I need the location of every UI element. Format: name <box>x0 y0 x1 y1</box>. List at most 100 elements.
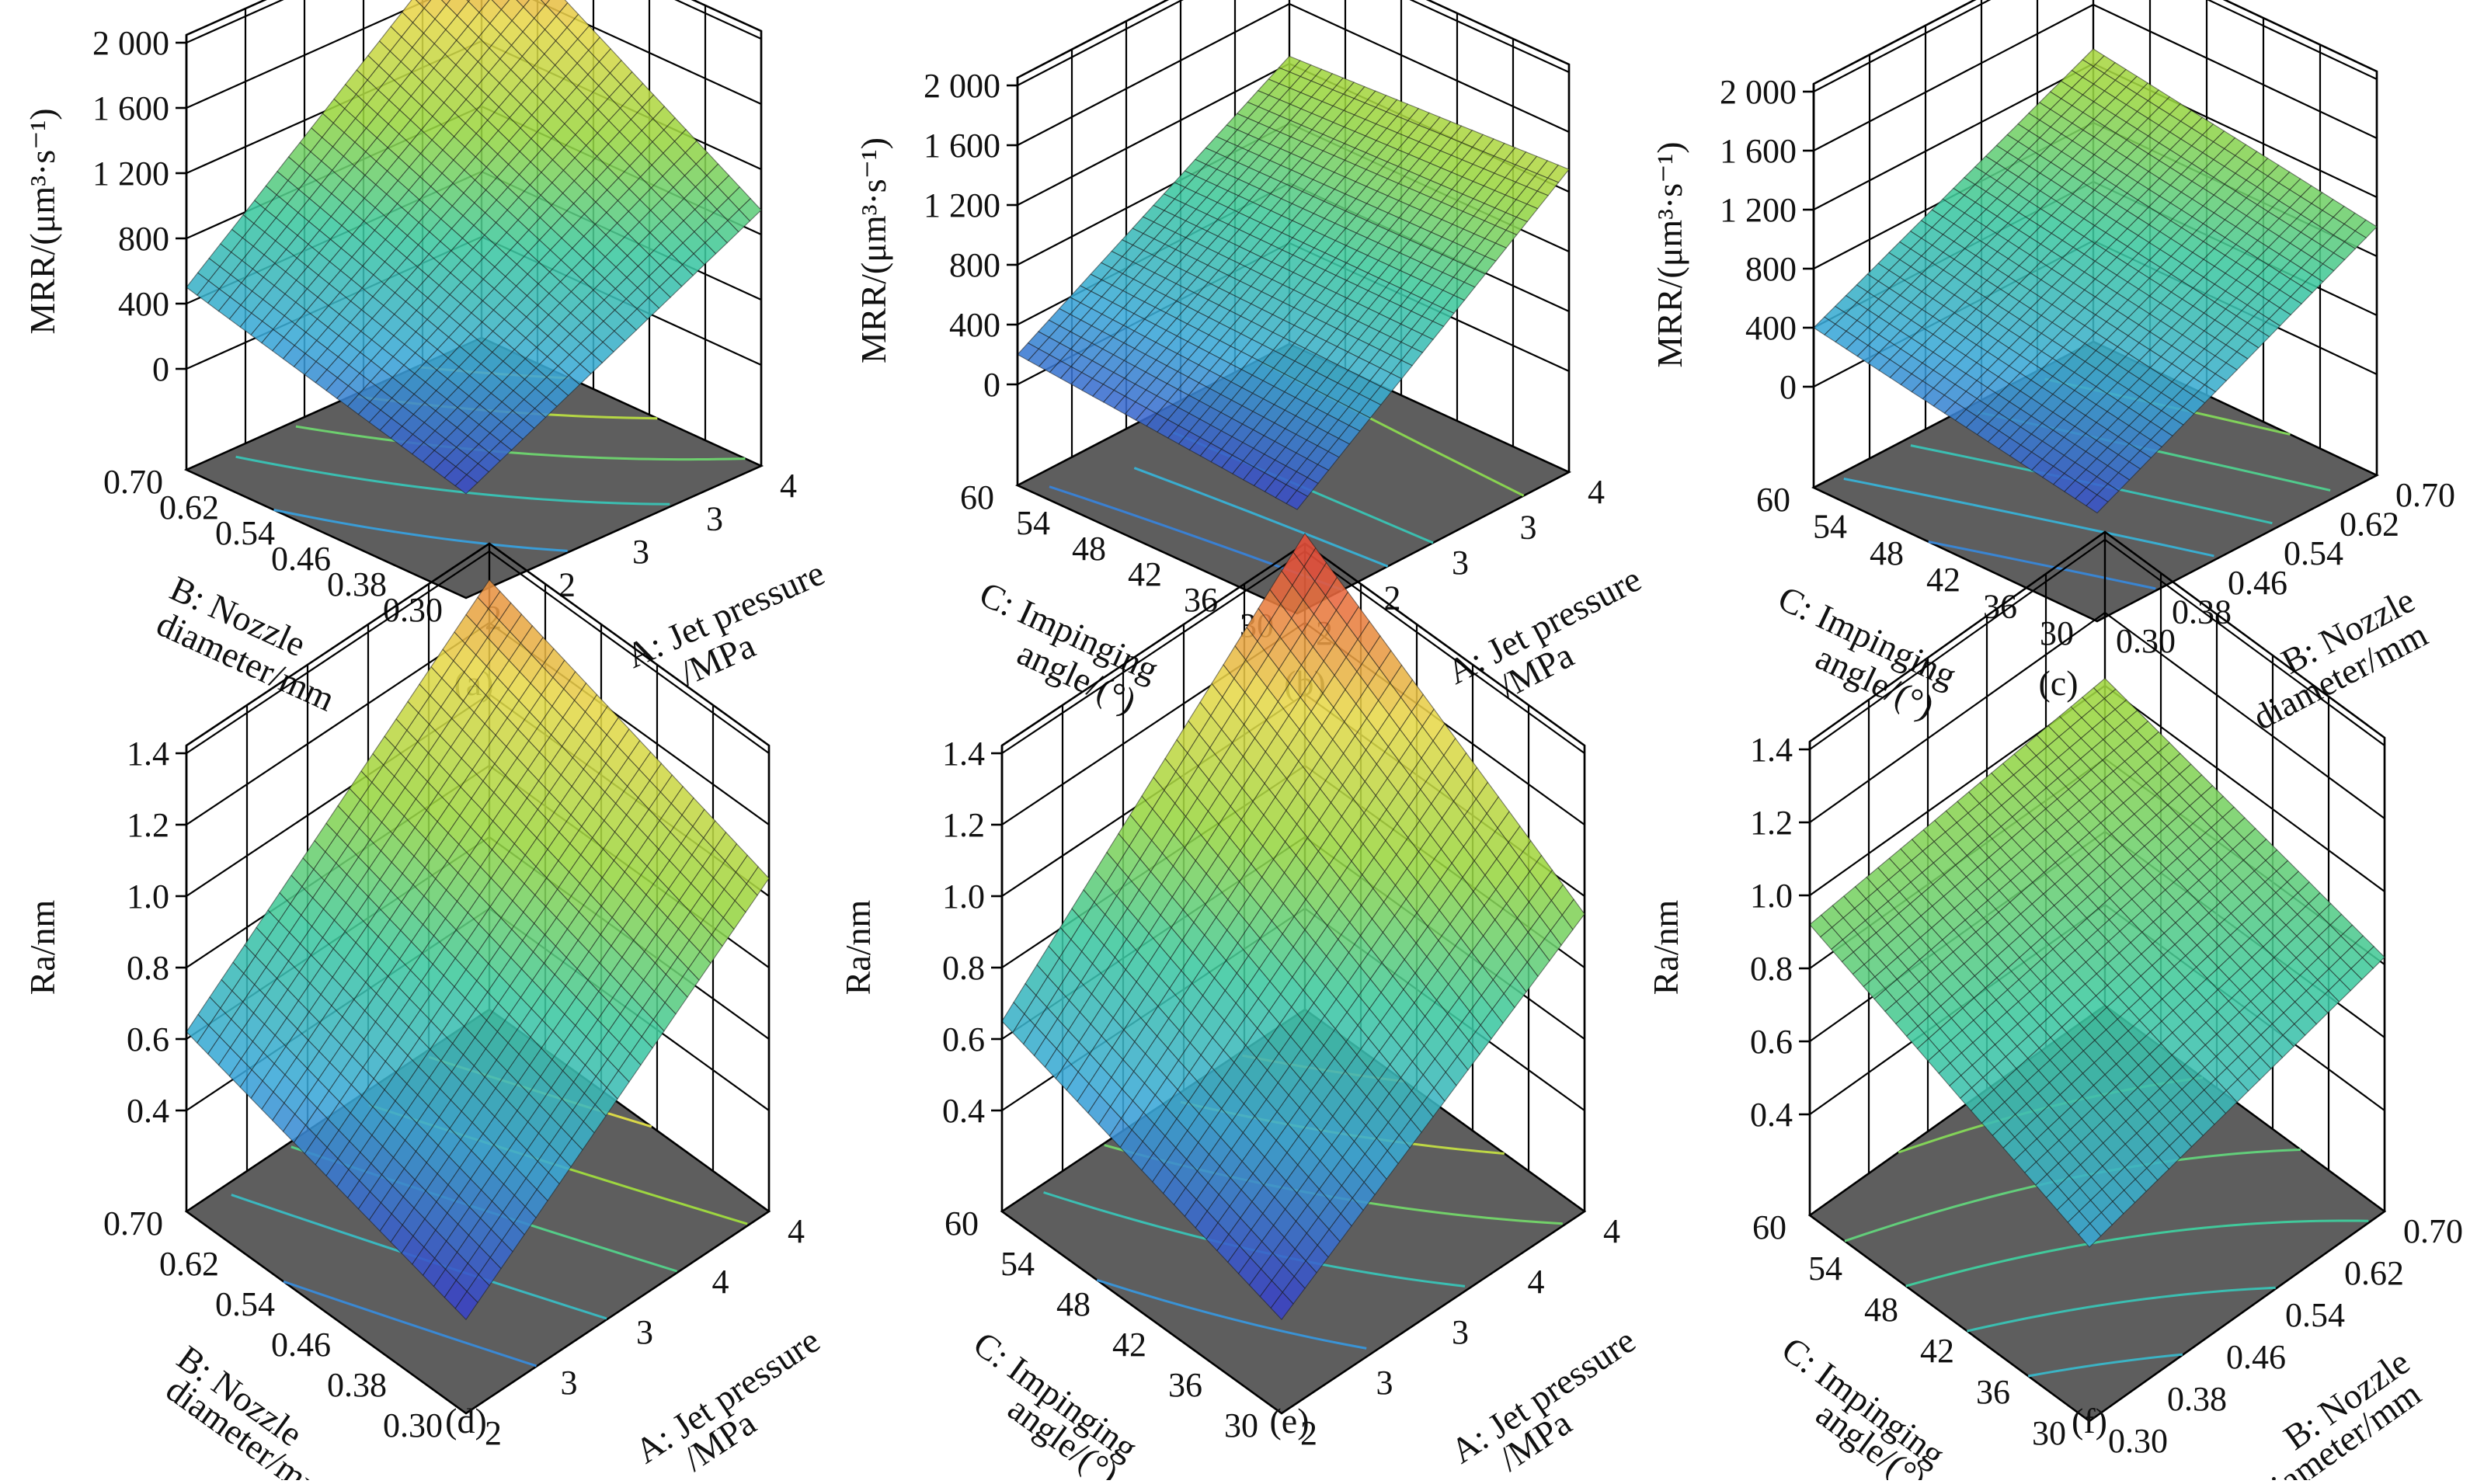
surface-cell <box>1270 1291 1294 1321</box>
surface <box>1813 48 2378 514</box>
z-tick-label: 1.2 <box>127 806 169 844</box>
z-tick-label: 0 <box>983 366 1000 404</box>
z-axis-label: MRR/(μm³·s⁻¹) <box>854 137 893 363</box>
left-tick-label: 60 <box>1756 481 1790 519</box>
right-tick-label: 0.62 <box>2340 506 2399 544</box>
left-tick-label: 54 <box>1813 507 1847 545</box>
surface-cell <box>540 0 551 6</box>
right-tick-label: 4 <box>1528 1263 1545 1301</box>
z-tick-label: 0.4 <box>1750 1096 1793 1134</box>
left-tick-label: 0.62 <box>159 488 219 527</box>
right-tick-label: 4 <box>780 467 797 505</box>
surface <box>186 579 770 1321</box>
surface-cell <box>2086 494 2109 514</box>
right-tick-label: 3 <box>1520 509 1537 547</box>
left-tick-label: 42 <box>1920 1332 1954 1370</box>
panel-label: (f) <box>2072 1401 2107 1441</box>
left-tick-label: 54 <box>1808 1249 1842 1288</box>
panel-label: (e) <box>1269 1401 1309 1441</box>
left-tick-label: 0.70 <box>103 1204 163 1242</box>
right-tick-label: 4 <box>1588 473 1605 511</box>
right-tick-label: 2 <box>1300 1414 1317 1452</box>
wall-grid-h <box>1813 0 2378 92</box>
right-tick-label: 3 <box>1452 544 1469 582</box>
z-tick-label: 2 000 <box>92 24 169 62</box>
left-tick-label: 0.38 <box>327 565 387 603</box>
left-tick-label: 48 <box>1072 530 1106 568</box>
z-axis-label: Ra/nm <box>838 899 878 995</box>
right-tick-label: 0.30 <box>2108 1422 2168 1460</box>
wall-grid-h <box>1017 0 1570 86</box>
surface-cell <box>2078 1222 2102 1248</box>
z-tick-label: 0 <box>152 350 169 388</box>
left-tick-label: 0.46 <box>271 1326 331 1364</box>
right-tick-label: 0.46 <box>2226 1338 2286 1376</box>
z-tick-label: 1.4 <box>1750 731 1793 769</box>
left-tick-label: 48 <box>1056 1285 1091 1323</box>
contour-line <box>295 425 746 461</box>
left-tick-label: 54 <box>1000 1245 1035 1283</box>
z-axis: 0 400 800 1 200 1 600 2 000 MRR/(μm³·s⁻¹) <box>1650 73 1815 406</box>
wall-grid-h <box>1809 538 2385 750</box>
left-tick-label: 0.54 <box>215 1285 275 1323</box>
right-tick-label: 0.46 <box>2228 564 2287 602</box>
contour-line <box>1096 1278 1367 1350</box>
z-axis-label: Ra/nm <box>1646 899 1686 995</box>
z-axis: 0 400 800 1 200 1 600 2 000 MRR/(μm³·s⁻¹) <box>23 24 188 388</box>
right-tick-label: 3 <box>1452 1313 1469 1351</box>
left-tick-label: 0.38 <box>327 1366 387 1404</box>
z-tick-label: 400 <box>949 306 1000 344</box>
left-tick-label: 30 <box>1224 1406 1258 1444</box>
z-tick-label: 2 000 <box>924 67 1000 105</box>
surface <box>1001 533 1585 1321</box>
right-tick-label: 0.54 <box>2284 534 2343 572</box>
z-tick-label: 800 <box>1745 250 1797 288</box>
z-tick-label: 0.8 <box>942 949 985 987</box>
z-tick-label: 1 200 <box>924 186 1000 224</box>
right-tick-label: 0.62 <box>2344 1254 2404 1292</box>
panel-b: 0 400 800 1 200 1 600 2 000 MRR/(μm³·s⁻¹) 60 54 4… <box>854 0 1647 721</box>
z-tick-label: 1.0 <box>1750 877 1793 915</box>
contour-line <box>2027 1353 2183 1378</box>
left-tick-label: 0.30 <box>383 1406 443 1444</box>
contour-line <box>1843 478 2214 558</box>
z-tick-label: 800 <box>949 246 1000 284</box>
surface-cell <box>1285 489 1309 510</box>
z-tick-label: 1 600 <box>92 89 169 127</box>
contour-line <box>1133 467 1389 568</box>
left-tick-label: 60 <box>1752 1208 1786 1246</box>
z-tick-label: 400 <box>1745 309 1797 347</box>
wall-grid-h <box>1017 2 1570 146</box>
right-tick-label: 3 <box>1376 1364 1393 1402</box>
z-axis: 0.4 0.6 0.8 1.0 1.2 1.4 Ra/nm <box>23 735 188 1130</box>
panel-d: 0.40.60.81.01.21.4Ra/nm0.700.620.540.460… <box>23 542 826 1484</box>
z-tick-label: 0.8 <box>127 949 169 987</box>
z-axis-label: MRR/(μm³·s⁻¹) <box>1650 141 1689 367</box>
wall-grid-h <box>1813 3 2378 151</box>
left-tick-label: 60 <box>960 478 994 516</box>
z-tick-label: 1 200 <box>92 155 169 193</box>
contour-line <box>273 509 568 552</box>
z-tick-label: 0 <box>1779 368 1797 406</box>
left-tick-label: 0.70 <box>103 463 163 501</box>
surface-cell <box>516 0 531 8</box>
right-tick-label: 2 <box>1384 579 1401 617</box>
panel-label: (c) <box>2038 663 2078 703</box>
z-tick-label: 0.6 <box>1750 1023 1793 1061</box>
z-axis: 0 400 800 1 200 1 600 2 000 MRR/(μm³·s⁻¹) <box>854 67 1019 404</box>
z-tick-label: 0.8 <box>1750 950 1793 988</box>
z-tick-label: 400 <box>118 285 169 323</box>
left-tick-label: 42 <box>1926 561 1960 599</box>
surface <box>1809 677 2385 1248</box>
left-tick-label: 0.62 <box>159 1245 219 1283</box>
right-tick-label: 0.70 <box>2395 476 2455 514</box>
z-tick-label: 0.6 <box>127 1020 169 1058</box>
left-tick-label: 36 <box>1168 1366 1202 1404</box>
left-tick-label: 48 <box>1870 534 1904 572</box>
z-tick-label: 1 200 <box>1720 191 1797 229</box>
